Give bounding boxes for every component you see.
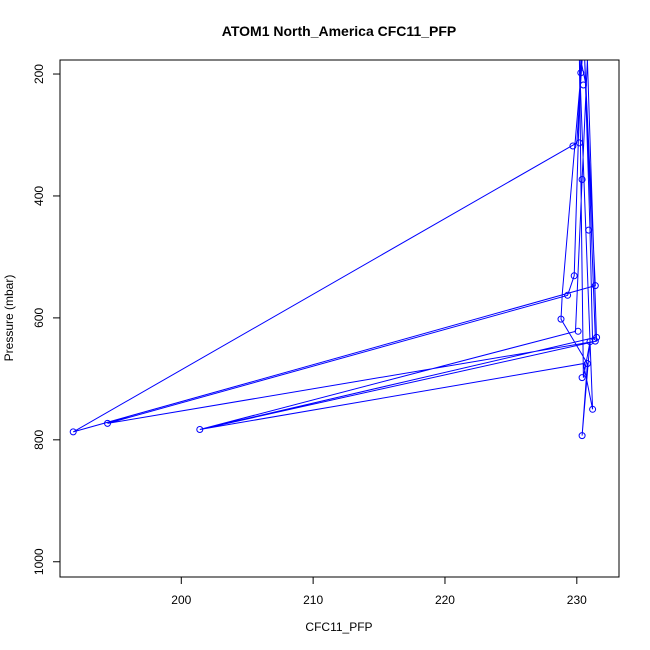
x-tick-label: 230 bbox=[567, 593, 587, 607]
data-point bbox=[591, 337, 599, 345]
data-point bbox=[589, 405, 597, 413]
x-tick-label: 200 bbox=[171, 593, 191, 607]
data-point bbox=[591, 282, 599, 290]
x-axis-label: CFC11_PFP bbox=[305, 620, 372, 634]
y-tick-label: 400 bbox=[32, 186, 46, 206]
data-point bbox=[583, 360, 591, 368]
x-tick-label: 210 bbox=[303, 593, 323, 607]
data-point bbox=[586, 338, 594, 346]
series-line bbox=[72, 60, 598, 436]
data-point bbox=[557, 315, 565, 323]
data-point bbox=[196, 426, 204, 433]
y-tick-label: 600 bbox=[32, 308, 46, 328]
series-layer bbox=[69, 60, 601, 440]
y-tick-label: 1000 bbox=[32, 548, 46, 575]
data-point bbox=[579, 81, 587, 89]
data-point bbox=[575, 139, 583, 147]
data-point bbox=[578, 432, 586, 440]
data-point bbox=[585, 226, 593, 234]
data-point bbox=[104, 419, 111, 427]
y-tick-label: 200 bbox=[32, 64, 46, 84]
plot-frame bbox=[59, 59, 620, 578]
data-point bbox=[69, 428, 77, 436]
data-point bbox=[574, 327, 582, 335]
chart-title: ATOM1 North_America CFC11_PFP bbox=[222, 23, 456, 39]
data-point bbox=[577, 69, 585, 77]
data-point bbox=[569, 142, 577, 150]
data-point bbox=[593, 333, 601, 341]
data-point bbox=[578, 374, 586, 382]
y-axis: 200 400 600 800 1000 bbox=[32, 64, 60, 575]
data-point bbox=[570, 272, 578, 280]
x-axis: 200 210 220 230 bbox=[171, 577, 587, 607]
data-point bbox=[564, 291, 572, 299]
y-tick-label: 800 bbox=[32, 429, 46, 449]
y-axis-label: Pressure (mbar) bbox=[2, 275, 16, 362]
x-tick-label: 220 bbox=[435, 593, 455, 607]
data-point bbox=[578, 176, 586, 183]
